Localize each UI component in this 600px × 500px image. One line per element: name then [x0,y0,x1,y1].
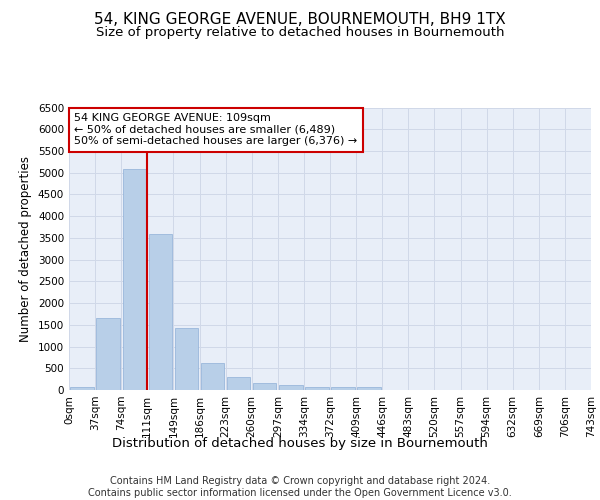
Bar [305,386,329,390]
Text: Contains HM Land Registry data © Crown copyright and database right 2024.
Contai: Contains HM Land Registry data © Crown c… [88,476,512,498]
Text: Distribution of detached houses by size in Bournemouth: Distribution of detached houses by size … [112,438,488,450]
Bar [253,384,277,390]
Bar [279,385,302,390]
Text: 54 KING GEORGE AVENUE: 109sqm
← 50% of detached houses are smaller (6,489)
50% o: 54 KING GEORGE AVENUE: 109sqm ← 50% of d… [74,113,358,146]
Bar [149,234,172,390]
Text: 54, KING GEORGE AVENUE, BOURNEMOUTH, BH9 1TX: 54, KING GEORGE AVENUE, BOURNEMOUTH, BH9… [94,12,506,28]
Bar [227,378,250,390]
Text: Size of property relative to detached houses in Bournemouth: Size of property relative to detached ho… [96,26,504,39]
Bar [201,363,224,390]
Bar [122,170,146,390]
Bar [97,318,120,390]
Bar [331,387,355,390]
Bar [70,386,94,390]
Bar [358,388,381,390]
Bar [175,328,198,390]
Y-axis label: Number of detached properties: Number of detached properties [19,156,32,342]
